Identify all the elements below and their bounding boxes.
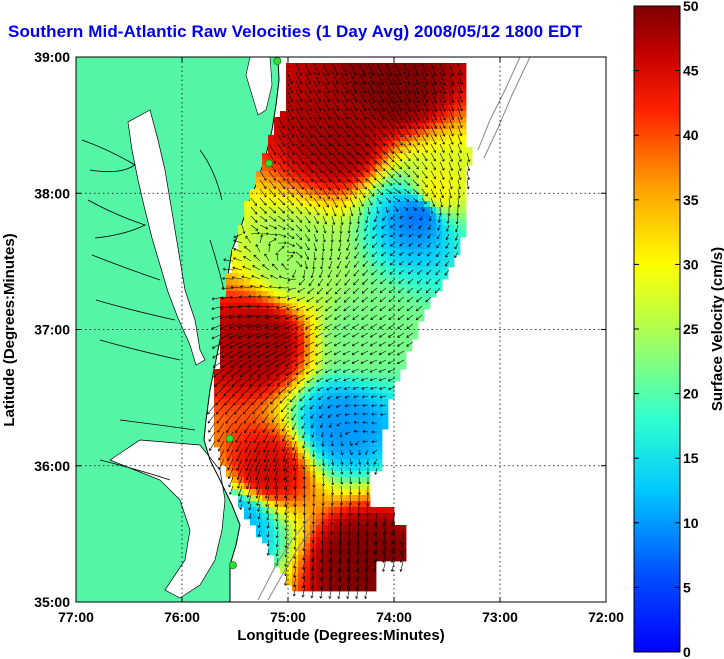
x-tick-label: 74:00 — [376, 609, 412, 625]
x-tick-label: 76:00 — [164, 609, 200, 625]
colorbar — [633, 5, 681, 653]
rivers — [81, 139, 225, 481]
y-axis-label: Latitude (Degrees:Minutes) — [1, 233, 18, 426]
station-marker — [225, 434, 234, 443]
colorbar-ticks: 0 5 10 15 20 25 30 35 40 45 50 — [634, 0, 699, 659]
y-tick-label: 37:00 — [34, 322, 70, 338]
colorbar-tick-label: 5 — [683, 579, 691, 595]
colorbar-tick-label: 10 — [683, 515, 699, 531]
x-axis-label: Longitude (Degrees:Minutes) — [237, 627, 445, 644]
colorbar-tick-label: 30 — [683, 256, 699, 272]
colorbar-tick-label: 50 — [683, 0, 699, 14]
x-axis-ticks: 77:00 76:00 75:00 74:00 73:00 72:00 — [58, 57, 624, 625]
map-title: Southern Mid-Atlantic Raw Velocities (1 … — [8, 22, 583, 41]
y-tick-label: 39:00 — [34, 49, 70, 65]
colorbar-tick-label: 40 — [683, 127, 699, 143]
colorbar-label: Surface Velocity (cm/s) — [709, 247, 724, 411]
colorbar-tick-label: 35 — [683, 192, 699, 208]
colorbar-tick-label: 15 — [683, 450, 699, 466]
hf-radar-stations — [225, 57, 282, 570]
colorbar-tick-label: 25 — [683, 321, 699, 337]
x-tick-label: 77:00 — [58, 609, 94, 625]
y-tick-label: 38:00 — [34, 185, 70, 201]
chesapeake-bay — [127, 109, 206, 366]
gridlines — [76, 57, 606, 602]
station-marker — [264, 159, 273, 168]
station-marker — [228, 561, 237, 570]
station-marker — [273, 57, 282, 66]
x-tick-label: 73:00 — [482, 609, 518, 625]
bathymetry-contours — [257, 57, 531, 601]
y-tick-label: 35:00 — [34, 594, 70, 610]
y-axis-ticks: 39:00 38:00 37:00 36:00 35:00 — [34, 49, 606, 610]
colorbar-tick-label: 45 — [683, 63, 699, 79]
delaware-bay — [245, 57, 273, 116]
colorbar-tick-label: 0 — [683, 644, 691, 659]
x-tick-label: 72:00 — [588, 609, 624, 625]
velocity-vectors — [207, 62, 471, 599]
x-tick-label: 75:00 — [270, 609, 306, 625]
colorbar-tick-label: 20 — [683, 386, 699, 402]
y-tick-label: 36:00 — [34, 458, 70, 474]
